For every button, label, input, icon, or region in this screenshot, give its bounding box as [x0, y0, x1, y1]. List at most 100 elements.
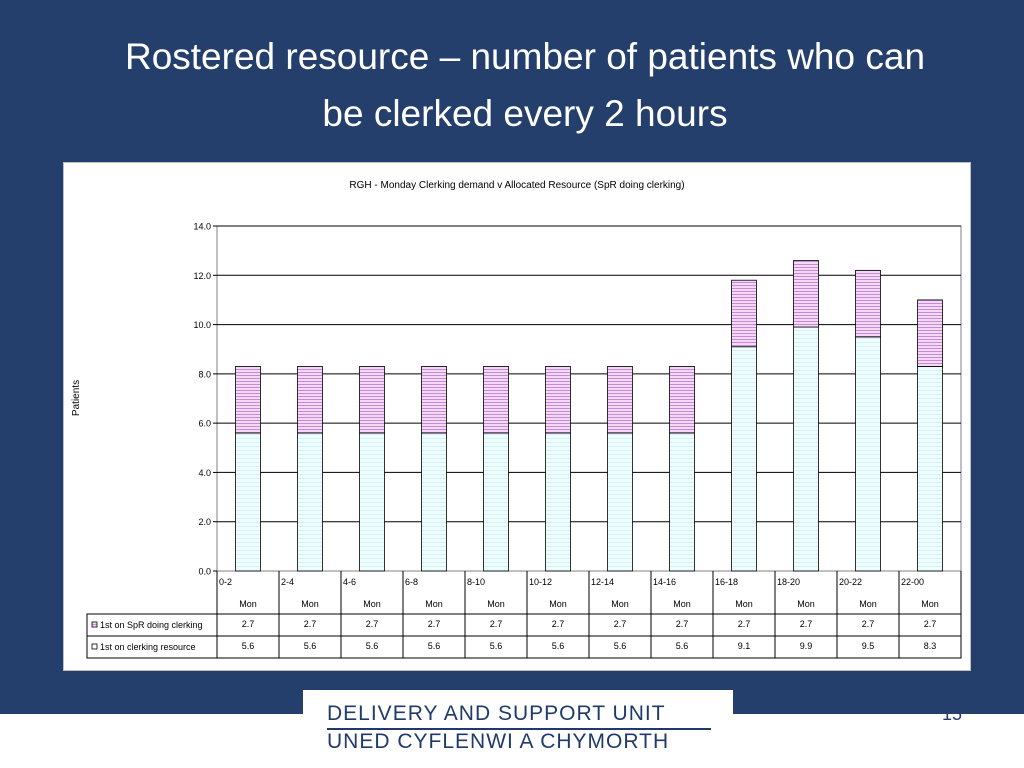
- stacked-bar-chart: RGH - Monday Clerking demand v Allocated…: [71, 180, 962, 659]
- x-category-sublabel: Mon: [921, 599, 939, 609]
- data-label: 2.7: [614, 619, 627, 629]
- y-tick-label: 0.0: [198, 567, 211, 577]
- x-category-sublabel: Mon: [363, 599, 381, 609]
- slide-title-line2: be clerked every 2 hours: [322, 93, 728, 134]
- y-tick-labels: 0.0 2.0 4.0 6.0 8.0 10.0 12.0 14.0: [193, 222, 211, 577]
- data-label: 2.7: [490, 619, 503, 629]
- y-tick-label: 8.0: [198, 369, 211, 379]
- data-label: 5.6: [552, 641, 565, 651]
- bar-spr-clerking: [793, 260, 819, 328]
- x-category-sublabel: Mon: [487, 599, 505, 609]
- x-category-sublabel: Mon: [735, 599, 753, 609]
- bar-spr-clerking: [359, 366, 385, 434]
- slide-title-line1: Rostered resource – number of patients w…: [124, 36, 926, 77]
- data-label: 9.1: [738, 641, 751, 651]
- data-label: 5.6: [428, 641, 441, 651]
- bars: [235, 260, 943, 572]
- data-label: 9.9: [800, 641, 813, 651]
- y-tick-label: 10.0: [193, 320, 211, 330]
- bar-clerking-resource: [359, 432, 385, 572]
- bar-spr-clerking: [917, 299, 943, 367]
- chart-frame: RGH - Monday Clerking demand v Allocated…: [63, 162, 971, 671]
- data-label: 5.6: [490, 641, 503, 651]
- x-category-label: 20-22: [839, 577, 862, 587]
- data-table: 0-2 Mon 2-4 Mon 4-6 Mon 6-8 Mon 8-10 Mon 10-12 Mon 1…: [86, 571, 962, 659]
- data-label: 2.7: [366, 619, 379, 629]
- bar-clerking-resource: [297, 432, 323, 572]
- x-category-label: 14-16: [653, 577, 676, 587]
- x-category-sublabel: Mon: [549, 599, 567, 609]
- legend-series-name: 1st on SpR doing clerking: [100, 620, 203, 630]
- data-label: 2.7: [800, 619, 813, 629]
- x-category-label: 16-18: [715, 577, 738, 587]
- y-tick-label: 6.0: [198, 419, 211, 429]
- x-category-sublabel: Mon: [301, 599, 319, 609]
- x-category-label: 4-6: [343, 577, 356, 587]
- data-label: 2.7: [304, 619, 317, 629]
- data-label: 2.7: [924, 619, 937, 629]
- x-category-sublabel: Mon: [797, 599, 815, 609]
- bar-clerking-resource: [855, 336, 881, 572]
- x-category-label: 0-2: [219, 577, 232, 587]
- plot-area-border: [216, 225, 962, 572]
- bar-spr-clerking: [545, 366, 571, 434]
- y-tick-label: 2.0: [198, 517, 211, 527]
- bar-clerking-resource: [421, 432, 447, 572]
- data-label: 2.7: [862, 619, 875, 629]
- legend-swatch: [91, 621, 98, 628]
- bar-clerking-resource: [483, 432, 509, 572]
- data-label: 2.7: [242, 619, 255, 629]
- logo-line2: UNED CYFLENWI A CHYMORTH: [327, 730, 670, 753]
- delivery-support-unit-logo: DELIVERY AND SUPPORT UNIT UNED CYFLENWI …: [303, 690, 733, 768]
- logo-line1: DELIVERY AND SUPPORT UNIT: [327, 702, 666, 725]
- data-label: 2.7: [738, 619, 751, 629]
- bar-clerking-resource: [545, 432, 571, 572]
- logo-divider: [327, 728, 711, 730]
- bar-clerking-resource: [917, 366, 943, 572]
- chart-title: RGH - Monday Clerking demand v Allocated…: [349, 180, 684, 191]
- x-category-label: 2-4: [281, 577, 294, 587]
- x-category-label: 22-00: [901, 577, 924, 587]
- bar-spr-clerking: [483, 366, 509, 434]
- data-label: 2.7: [552, 619, 565, 629]
- bar-clerking-resource: [669, 432, 695, 572]
- legend-swatch: [91, 643, 98, 650]
- legend-series-name: 1st on clerking resource: [100, 642, 196, 652]
- bar-clerking-resource: [235, 432, 261, 572]
- y-tick-label: 4.0: [198, 468, 211, 478]
- data-label: 5.6: [366, 641, 379, 651]
- bar-spr-clerking: [297, 366, 323, 434]
- data-label: 2.7: [676, 619, 689, 629]
- x-category-sublabel: Mon: [859, 599, 877, 609]
- bar-spr-clerking: [607, 366, 633, 434]
- bar-spr-clerking: [731, 279, 757, 348]
- y-tick-label: 12.0: [193, 271, 211, 281]
- data-label: 5.6: [242, 641, 255, 651]
- x-category-sublabel: Mon: [239, 599, 257, 609]
- bar-clerking-resource: [607, 432, 633, 572]
- x-category-label: 12-14: [591, 577, 614, 587]
- bar-spr-clerking: [235, 366, 261, 434]
- gridlines: [213, 225, 962, 572]
- data-label: 5.6: [614, 641, 627, 651]
- x-category-sublabel: Mon: [425, 599, 443, 609]
- bar-spr-clerking: [855, 269, 881, 338]
- bar-clerking-resource: [793, 326, 819, 572]
- x-category-sublabel: Mon: [673, 599, 691, 609]
- slide-title: Rostered resource – number of patients w…: [40, 28, 1010, 142]
- data-label: 2.7: [428, 619, 441, 629]
- x-category-sublabel: Mon: [611, 599, 629, 609]
- data-label: 5.6: [676, 641, 689, 651]
- y-axis-label: Patients: [71, 380, 82, 416]
- bar-clerking-resource: [731, 346, 757, 572]
- bar-spr-clerking: [669, 366, 695, 434]
- data-label: 5.6: [304, 641, 317, 651]
- x-category-label: 10-12: [529, 577, 552, 587]
- y-tick-label: 14.0: [193, 222, 211, 232]
- bar-spr-clerking: [421, 366, 447, 434]
- x-category-label: 8-10: [467, 577, 485, 587]
- x-category-label: 18-20: [777, 577, 800, 587]
- data-label: 9.5: [862, 641, 875, 651]
- x-category-label: 6-8: [405, 577, 418, 587]
- page-number: 15: [942, 704, 963, 724]
